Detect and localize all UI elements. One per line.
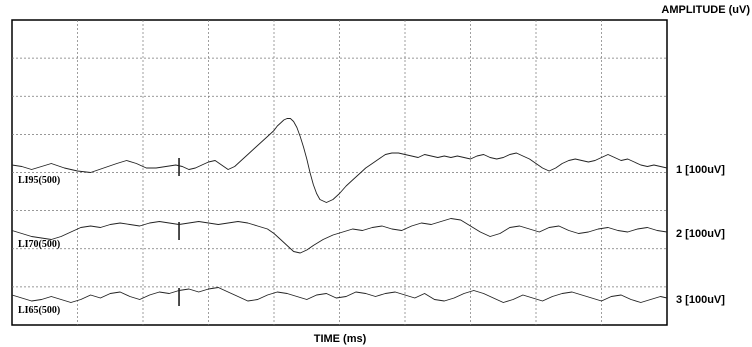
trace-line-2 <box>11 218 668 254</box>
grid <box>12 20 667 325</box>
trace-name-2: LI70(500) <box>18 239 60 250</box>
trace-labels: LI95(500) 1 [100uV] LI70(500) 2 [100uV] LI65… <box>18 164 725 316</box>
y-axis-label: AMPLITUDE (uV) <box>661 4 750 16</box>
trace-scale-label-1: 1 [100uV] <box>676 164 725 176</box>
traces <box>11 118 668 303</box>
trace-line-3 <box>11 287 668 303</box>
x-axis-label: TIME (ms) <box>314 333 367 345</box>
trace-scale-label-3: 3 [100uV] <box>676 294 725 306</box>
trace-name-1: LI95(500) <box>18 175 60 186</box>
trace-name-3: LI65(500) <box>18 305 60 316</box>
trace-scale-label-2: 2 [100uV] <box>676 228 725 240</box>
trace-line-1 <box>11 118 668 203</box>
